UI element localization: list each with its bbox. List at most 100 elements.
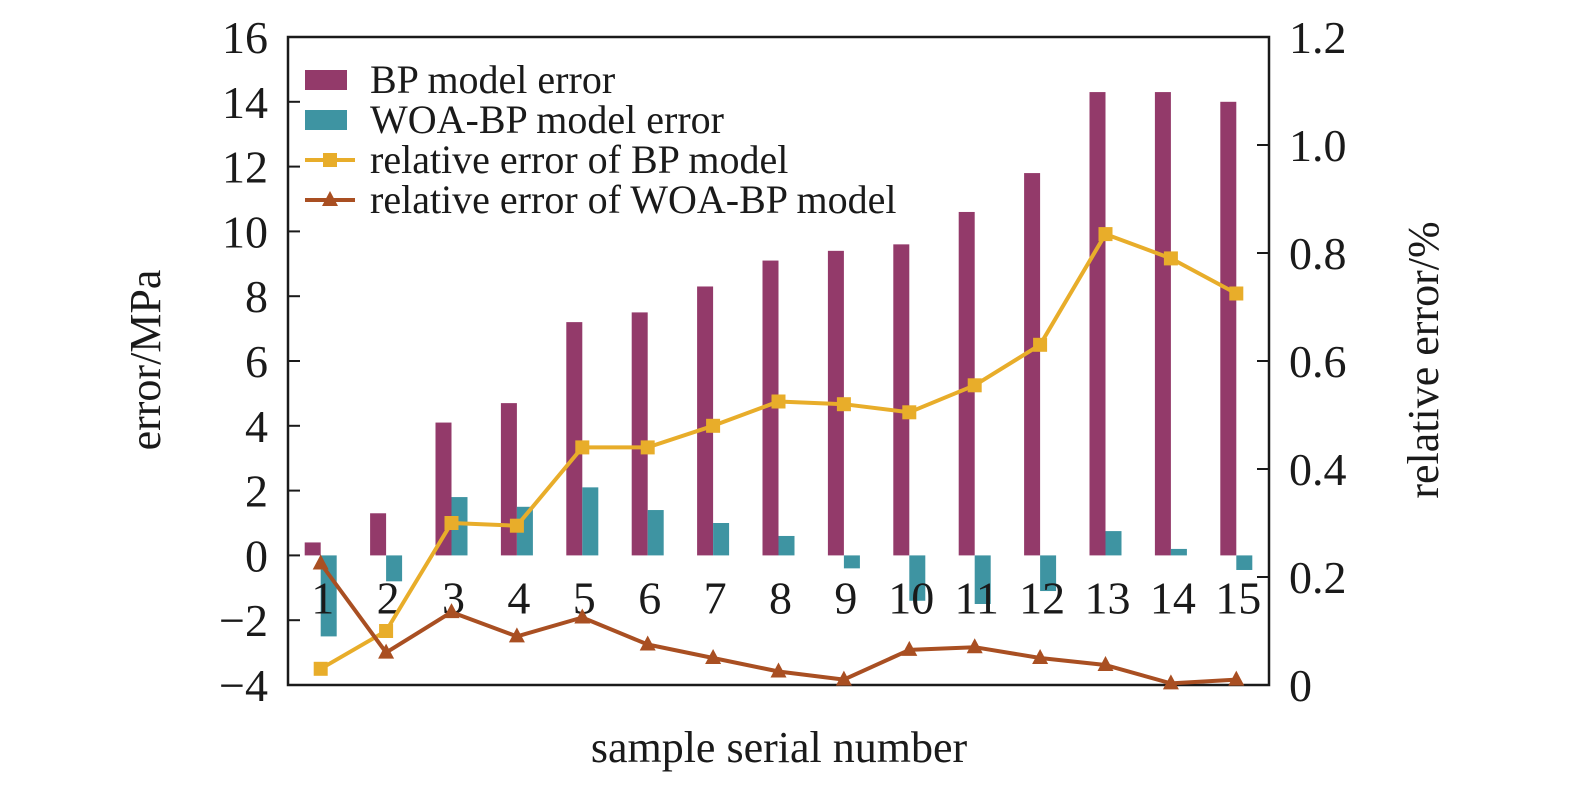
bp-relative-error-point xyxy=(902,405,917,420)
x-tick-label: 1 xyxy=(311,572,334,623)
bp-error-bar xyxy=(1220,101,1237,556)
bp-error-bar xyxy=(304,542,321,556)
woa-bp-error-bar xyxy=(647,510,664,556)
lines-layer xyxy=(312,227,1245,690)
woa-bp-error-bar xyxy=(582,487,599,556)
woa-bp-error-bar xyxy=(909,555,926,601)
x-tick-label: 9 xyxy=(834,572,857,623)
legend-label: relative error of BP model xyxy=(370,137,788,182)
woa-bp-relative-error-point xyxy=(443,603,460,619)
x-tick-label: 11 xyxy=(955,572,999,623)
bp-error-bar xyxy=(893,244,910,556)
woa-bp-error-bar xyxy=(1236,555,1253,570)
x-tick-label: 2 xyxy=(377,572,400,623)
woa-bp-relative-error-point xyxy=(1162,674,1179,690)
left-tick-label: 10 xyxy=(222,206,268,257)
right-axis: 0 0.2 0.4 0.6 0.8 1.0 1.2 xyxy=(1257,12,1347,711)
left-tick-label: −4 xyxy=(219,660,268,711)
right-tick-label: 0.2 xyxy=(1289,552,1347,603)
woa-bp-error-bar xyxy=(778,535,795,556)
bp-relative-error-point xyxy=(1033,337,1048,352)
x-tick-label: 6 xyxy=(638,572,661,623)
left-tick-label: 2 xyxy=(245,466,268,517)
bp-error-bar xyxy=(631,312,648,556)
left-tick-label: 8 xyxy=(245,271,268,322)
bp-relative-error-point xyxy=(1163,251,1178,266)
bp-relative-error-point xyxy=(967,378,982,393)
bp-error-bar xyxy=(1089,92,1106,556)
x-tick-label: 13 xyxy=(1085,572,1131,623)
legend-label: relative error of WOA-BP model xyxy=(370,177,897,222)
x-tick-label: 8 xyxy=(769,572,792,623)
bp-error-bar xyxy=(958,211,975,556)
left-axis: −4 −2 0 2 4 6 8 10 12 14 16 xyxy=(219,12,300,711)
bp-relative-error-point xyxy=(444,516,459,530)
bp-error-bar xyxy=(1154,92,1171,556)
x-axis-title: sample serial number xyxy=(591,723,968,772)
legend-label: BP model error xyxy=(370,57,615,102)
right-tick-label: 0.6 xyxy=(1289,336,1347,387)
legend-label: WOA-BP model error xyxy=(370,97,724,142)
left-tick-label: 4 xyxy=(245,401,268,452)
woa-bp-error-bar xyxy=(974,555,991,604)
legend-marker-triangle xyxy=(322,191,338,206)
woa-bp-error-bar xyxy=(320,555,337,637)
bp-relative-error-point xyxy=(1229,286,1244,301)
woa-bp-relative-error-point xyxy=(1032,649,1049,664)
woa-bp-relative-error-point xyxy=(966,638,983,654)
bp-error-bar xyxy=(500,403,517,556)
left-tick-label: 12 xyxy=(222,142,268,193)
left-tick-label: 16 xyxy=(222,12,268,63)
woa-bp-relative-error-point xyxy=(901,640,918,656)
y-axis-title-right: relative error/% xyxy=(1399,221,1448,498)
x-tick-label: 14 xyxy=(1150,572,1196,623)
right-tick-label: 1.2 xyxy=(1289,12,1347,63)
x-axis-labels: 1 2 3 4 5 6 7 8 9 10 11 12 13 14 15 xyxy=(311,572,1261,623)
woa-bp-relative-error-point xyxy=(835,670,852,686)
x-tick-label: 4 xyxy=(507,572,530,623)
y-axis-title-left: error/MPa xyxy=(121,270,170,451)
legend-marker-square xyxy=(323,153,337,167)
woa-bp-relative-error-point xyxy=(508,627,525,643)
x-tick-label: 7 xyxy=(704,572,727,623)
left-tick-label: 14 xyxy=(222,77,268,128)
woa-bp-relative-error-point xyxy=(705,649,722,664)
bp-error-bar xyxy=(1024,173,1041,556)
woa-bp-relative-error-point xyxy=(1228,670,1245,686)
right-tick-label: 1.0 xyxy=(1289,120,1347,171)
bp-relative-error-point xyxy=(313,661,328,676)
bp-relative-error-point xyxy=(771,394,786,409)
bp-error-bar xyxy=(697,286,714,556)
woa-bp-error-bar xyxy=(1105,531,1122,556)
x-tick-label: 5 xyxy=(573,572,596,623)
right-tick-label: 0.8 xyxy=(1289,228,1347,279)
bp-relative-error-point xyxy=(379,624,394,638)
woa-bp-error-bar xyxy=(1040,555,1057,592)
woa-bp-relative-error-point xyxy=(1097,656,1114,672)
x-tick-label: 15 xyxy=(1215,572,1261,623)
bp-error-bar xyxy=(370,513,387,556)
left-tick-label: 0 xyxy=(245,530,268,581)
legend-swatch-bar xyxy=(305,70,347,90)
bp-relative-error-point xyxy=(706,418,721,433)
woa-bp-error-bar xyxy=(713,523,730,556)
woa-bp-relative-error-point xyxy=(574,608,591,624)
bp-error-bar xyxy=(566,322,583,556)
left-tick-label: −2 xyxy=(219,595,268,646)
x-tick-label: 10 xyxy=(888,572,934,623)
woa-bp-relative-error-point xyxy=(312,554,329,570)
woa-bp-relative-error-point xyxy=(378,643,395,659)
woa-bp-error-bar xyxy=(386,555,403,582)
legend-swatch-bar xyxy=(305,110,347,130)
bp-relative-error-point xyxy=(640,440,655,455)
bp-relative-error-point xyxy=(575,440,590,455)
woa-bp-error-bar xyxy=(843,555,860,569)
woa-bp-error-bar xyxy=(1170,548,1187,556)
x-tick-label: 12 xyxy=(1019,572,1065,623)
right-tick-label: 0 xyxy=(1289,660,1312,711)
right-tick-label: 0.4 xyxy=(1289,444,1347,495)
bp-relative-error-point xyxy=(1098,227,1113,242)
woa-bp-relative-error-point xyxy=(770,662,787,678)
